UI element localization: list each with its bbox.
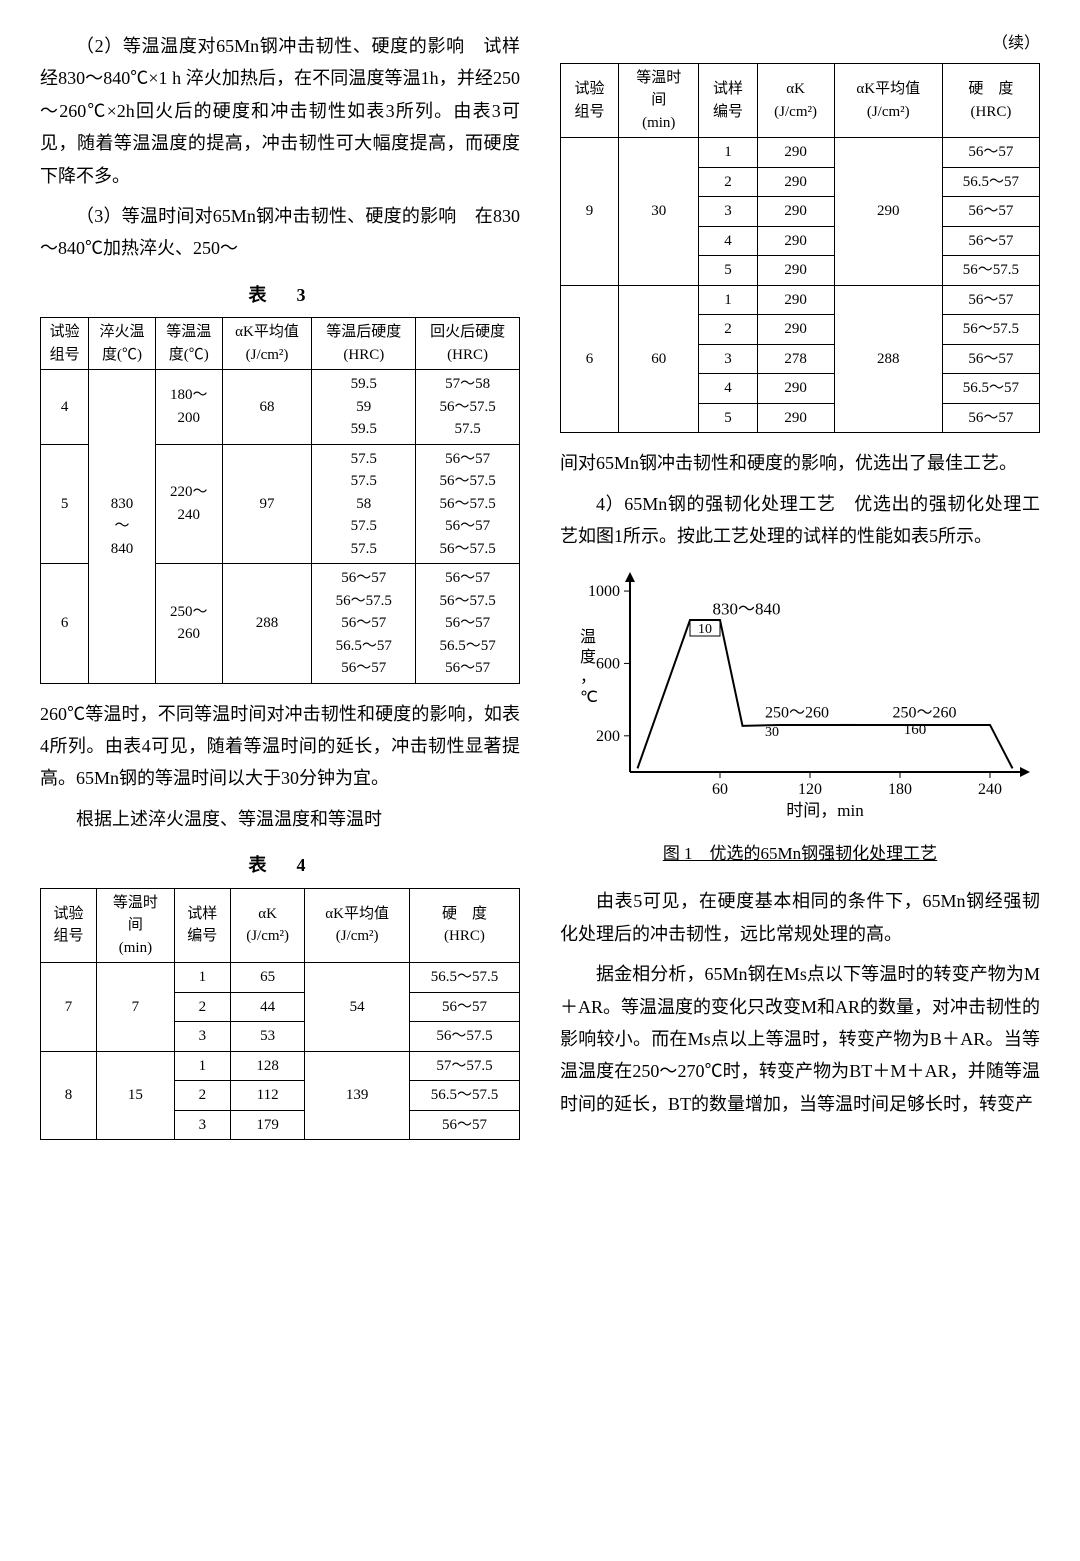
table4-continued: 试验 组号等温时 间 (min)试样 编号αK (J/cm²)αK平均值 (J/… xyxy=(560,63,1040,434)
svg-text:250～260: 250～260 xyxy=(765,705,829,722)
paragraph: （2）等温温度对65Mn钢冲击韧性、硬度的影响 试样经830～840℃×1 h … xyxy=(40,30,520,192)
svg-text:10: 10 xyxy=(698,622,712,637)
paragraph: 据金相分析，65Mn钢在Ms点以下等温时的转变产物为M＋AR。等温温度的变化只改… xyxy=(560,958,1040,1120)
right-column: （续） 试验 组号等温时 间 (min)试样 编号αK (J/cm²)αK平均值… xyxy=(560,30,1040,1154)
svg-text:120: 120 xyxy=(798,781,822,798)
paragraph: 由表5可见，在硬度基本相同的条件下，65Mn钢经强韧化处理后的冲击韧性，远比常规… xyxy=(560,885,1040,950)
paragraph: 4）65Mn钢的强韧化处理工艺 优选出的强韧化处理工艺如图1所示。按此工艺处理的… xyxy=(560,488,1040,553)
svg-text:时间，min: 时间，min xyxy=(786,801,864,820)
table4-title: 表 4 xyxy=(40,849,520,881)
svg-text:30: 30 xyxy=(765,725,779,740)
paragraph: （3）等温时间对65Mn钢冲击韧性、硬度的影响 在830～840℃加热淬火、25… xyxy=(40,200,520,265)
figure1-caption: 图 1 优选的65Mn钢强韧化处理工艺 xyxy=(560,839,1040,870)
figure1-chart: 200 600 1000 60 120 180 240 温度 ， ℃ 时间，min 10830～840… xyxy=(560,562,1040,832)
svg-text:℃: ℃ xyxy=(580,689,598,706)
svg-text:160: 160 xyxy=(904,722,927,738)
table4: 试验 组号等温时 间 (min)试样 编号αK (J/cm²)αK平均值 (J/… xyxy=(40,888,520,1141)
svg-text:温: 温 xyxy=(580,628,596,646)
svg-text:180: 180 xyxy=(888,781,912,798)
continued-label: （续） xyxy=(560,30,1040,59)
svg-text:200: 200 xyxy=(596,728,620,745)
svg-text:1000: 1000 xyxy=(588,584,620,601)
paragraph: 260℃等温时，不同等温时间对冲击韧性和硬度的影响，如表4所列。由表4可见，随着… xyxy=(40,698,520,795)
left-column: （2）等温温度对65Mn钢冲击韧性、硬度的影响 试样经830～840℃×1 h … xyxy=(40,30,520,1154)
paragraph: 根据上述淬火温度、等温温度和等温时 xyxy=(40,803,520,835)
svg-text:830～840: 830～840 xyxy=(713,600,781,619)
table3: 试验 组号淬火温 度(℃)等温温 度(℃)αK平均值 (J/cm²)等温后硬度 … xyxy=(40,317,520,684)
paragraph: 间对65Mn钢冲击韧性和硬度的影响，优选出了最佳工艺。 xyxy=(560,447,1040,479)
svg-text:，: ， xyxy=(580,669,596,686)
svg-text:250～260: 250～260 xyxy=(893,705,957,722)
svg-text:度: 度 xyxy=(580,648,596,666)
svg-text:240: 240 xyxy=(978,781,1002,798)
svg-text:600: 600 xyxy=(596,656,620,673)
table3-title: 表 3 xyxy=(40,279,520,311)
svg-text:60: 60 xyxy=(712,781,728,798)
